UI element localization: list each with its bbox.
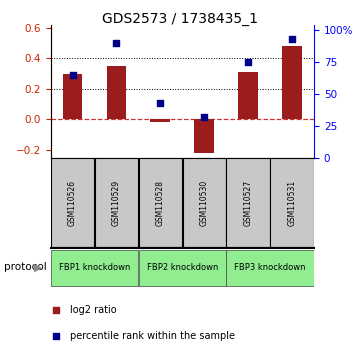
- Text: log2 ratio: log2 ratio: [70, 305, 117, 315]
- Text: FBP1 knockdown: FBP1 knockdown: [59, 263, 130, 272]
- Point: [53, 307, 59, 313]
- Bar: [139, 250, 226, 286]
- Point: [70, 72, 75, 78]
- Bar: [238, 72, 258, 119]
- Bar: [51, 250, 138, 286]
- Bar: [226, 159, 270, 247]
- Bar: [62, 74, 82, 119]
- Bar: [183, 159, 226, 247]
- Point: [289, 36, 295, 42]
- Text: GSM110529: GSM110529: [112, 179, 121, 226]
- Text: FBP3 knockdown: FBP3 knockdown: [234, 263, 306, 272]
- Text: percentile rank within the sample: percentile rank within the sample: [70, 331, 235, 341]
- Text: GDS2573 / 1738435_1: GDS2573 / 1738435_1: [103, 12, 258, 27]
- Point: [201, 114, 207, 120]
- Text: FBP2 knockdown: FBP2 knockdown: [147, 263, 218, 272]
- Bar: [106, 66, 126, 119]
- Text: GSM110531: GSM110531: [288, 179, 297, 226]
- Bar: [282, 46, 302, 119]
- Text: protocol: protocol: [4, 262, 46, 272]
- Point: [157, 100, 163, 105]
- Bar: [226, 250, 314, 286]
- Text: GSM110530: GSM110530: [200, 179, 209, 226]
- Text: GSM110526: GSM110526: [68, 179, 77, 226]
- Point: [113, 40, 119, 45]
- Point: [53, 333, 59, 339]
- Bar: [139, 159, 182, 247]
- Bar: [151, 119, 170, 122]
- Text: ▶: ▶: [34, 262, 42, 272]
- Text: GSM110527: GSM110527: [244, 179, 253, 226]
- Bar: [270, 159, 314, 247]
- Bar: [95, 159, 138, 247]
- Text: GSM110528: GSM110528: [156, 180, 165, 225]
- Point: [245, 59, 251, 65]
- Bar: [194, 119, 214, 153]
- Bar: [51, 159, 94, 247]
